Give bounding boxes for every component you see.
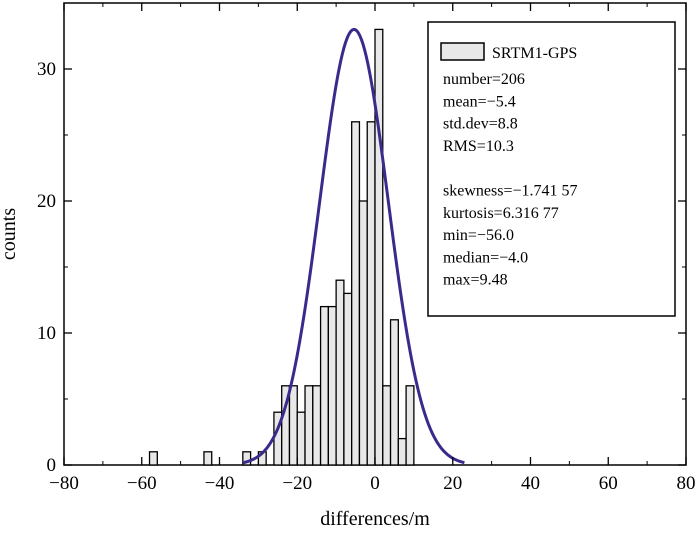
histogram-bar [242,451,252,466]
x-axis-title: differences/m [320,508,430,530]
legend-swatch [440,42,485,61]
x-tick-label: 20 [443,473,462,494]
histogram-bar [319,305,330,466]
histogram-bar [312,385,322,466]
histogram-bar [203,451,213,466]
legend-stat-line: std.dev=8.8 [443,116,518,133]
x-tick-label: −60 [127,473,157,494]
x-axis: −80 −60 −40 −20 0 20 40 60 80 [49,3,696,494]
histogram-bar [389,319,399,466]
histogram-bar [296,411,306,466]
legend-stat-line: skewness=−1.741 57 [443,183,577,200]
histogram-bar [351,121,361,466]
histogram-bar [405,385,415,466]
histogram-bar [358,200,368,466]
y-tick-label: 0 [47,455,57,476]
bars-group [148,28,415,466]
legend-stats: number=206 mean=−5.4 std.dev=8.8 RMS=10.3 sk… [443,71,577,289]
legend-box [427,21,676,317]
x-tick-label: −80 [49,473,79,494]
legend-stat-line: max=9.48 [443,272,508,289]
histogram-bar [335,279,345,466]
legend-stat-line: RMS=10.3 [443,138,514,155]
histogram-bar [327,305,337,466]
legend-stat-line: median=−4.0 [443,249,528,266]
y-axis-title: counts [0,208,20,260]
y-tick-label: 30 [37,59,56,80]
histogram-bar [148,451,158,466]
histogram-bar [374,28,384,466]
legend-stat-line: mean=−5.4 [443,93,516,110]
histogram-bar [366,121,376,466]
legend-stat-line: kurtosis=6.316 77 [443,205,559,222]
x-tick-label: −20 [282,473,312,494]
x-tick-label: 80 [677,473,696,494]
y-axis: 0 10 20 30 [37,59,686,476]
x-tick-label: 0 [370,473,380,494]
y-tick-label: 10 [37,323,56,344]
normal-fit-curve [242,27,465,465]
x-tick-label: −40 [205,473,235,494]
histogram-bar [304,385,314,466]
histogram-bar [397,437,407,466]
legend-stat-line: min=−56.0 [443,227,514,244]
histogram-bar [382,385,392,466]
legend: SRTM1-GPS number=206 mean=−5.4 std.dev=8.8… [427,21,676,317]
legend-stat-line: number=206 [443,71,525,88]
histogram-bar [343,292,353,466]
y-tick-label: 20 [37,191,56,212]
histogram-bar [288,385,298,466]
x-tick-label: 40 [521,473,540,494]
legend-series-name: SRTM1-GPS [492,45,577,62]
x-tick-label: 60 [599,473,618,494]
